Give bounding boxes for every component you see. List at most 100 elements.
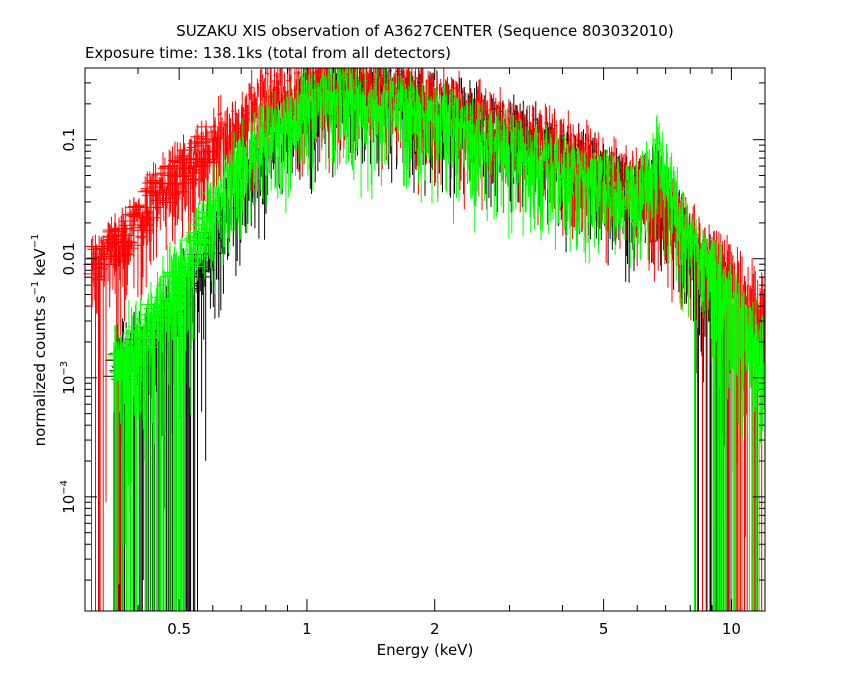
data-point xyxy=(461,93,463,166)
data-point xyxy=(401,79,404,105)
data-point xyxy=(454,97,456,138)
data-point xyxy=(698,258,701,296)
data-point xyxy=(450,119,453,179)
data-point xyxy=(247,164,250,184)
data-point xyxy=(419,103,422,126)
data-point xyxy=(503,125,507,165)
data-point xyxy=(231,104,235,126)
data-point xyxy=(331,91,334,163)
data-point xyxy=(403,69,405,89)
data-point xyxy=(103,216,120,265)
data-point xyxy=(394,83,398,128)
data-point xyxy=(690,245,693,280)
data-point xyxy=(238,172,240,200)
y-label-exp1: −1 xyxy=(30,281,41,296)
data-point xyxy=(122,240,142,256)
data-point xyxy=(541,115,543,141)
data-point xyxy=(463,106,467,139)
data-point xyxy=(340,96,343,123)
data-point xyxy=(584,174,587,263)
data-point xyxy=(409,72,412,162)
data-point xyxy=(508,147,511,199)
data-point xyxy=(267,108,270,134)
data-point xyxy=(454,141,456,156)
data-point xyxy=(735,274,737,375)
data-point xyxy=(438,94,441,154)
data-point xyxy=(424,113,426,181)
data-point xyxy=(397,68,401,94)
data-point xyxy=(573,149,576,168)
data-point xyxy=(433,113,436,141)
data-point xyxy=(490,110,493,162)
data-point xyxy=(659,157,661,178)
data-point xyxy=(323,76,326,116)
data-point xyxy=(523,117,525,180)
data-point xyxy=(608,161,611,181)
data-point xyxy=(246,104,249,162)
data-point xyxy=(670,152,673,240)
data-point xyxy=(681,207,685,312)
data-point xyxy=(687,222,690,318)
data-point xyxy=(601,160,603,175)
data-point xyxy=(594,152,596,196)
plot-data xyxy=(83,67,766,611)
data-point xyxy=(199,131,219,163)
chart-title: SUZAKU XIS observation of A3627CENTER (S… xyxy=(176,22,673,40)
data-point xyxy=(281,68,283,102)
data-point xyxy=(577,173,579,236)
data-point xyxy=(679,209,681,304)
data-point xyxy=(315,81,318,108)
data-point xyxy=(336,89,338,106)
data-point xyxy=(337,69,339,83)
data-point xyxy=(424,85,427,117)
data-point xyxy=(195,120,217,140)
data-point xyxy=(412,106,414,136)
data-point xyxy=(502,106,506,171)
data-point xyxy=(560,153,563,179)
data-point xyxy=(386,68,389,165)
data-point xyxy=(448,94,450,196)
data-point xyxy=(498,120,502,161)
x-tick-label: 10 xyxy=(722,620,741,638)
data-point xyxy=(481,103,484,153)
data-point xyxy=(387,68,391,104)
data-point xyxy=(146,315,158,424)
data-point xyxy=(284,117,287,214)
data-point xyxy=(382,86,385,127)
data-point xyxy=(179,256,198,331)
data-point xyxy=(479,136,482,179)
data-point xyxy=(625,165,628,180)
data-point xyxy=(522,135,524,207)
data-point xyxy=(133,198,145,220)
data-point xyxy=(484,115,487,132)
data-point xyxy=(194,148,215,201)
x-tick-label: 2 xyxy=(430,620,440,638)
data-point xyxy=(135,298,146,413)
data-point xyxy=(572,148,574,196)
data-point xyxy=(266,89,269,176)
data-point xyxy=(671,195,674,234)
data-point xyxy=(258,103,261,180)
data-point xyxy=(378,77,381,161)
data-point xyxy=(483,131,486,201)
data-point xyxy=(392,73,395,121)
data-point xyxy=(493,142,496,220)
data-point xyxy=(257,131,259,168)
data-point xyxy=(652,138,656,190)
data-point xyxy=(466,93,469,185)
data-point xyxy=(555,120,558,137)
data-point xyxy=(390,103,393,147)
plot-frame xyxy=(84,67,766,612)
data-point xyxy=(404,84,407,168)
data-point xyxy=(752,301,754,611)
data-point xyxy=(249,83,252,100)
data-point xyxy=(697,243,700,290)
data-point xyxy=(341,68,344,98)
data-point xyxy=(257,150,260,168)
data-point xyxy=(450,76,453,111)
data-point xyxy=(514,105,518,121)
data-point xyxy=(280,103,283,145)
data-point xyxy=(608,178,610,208)
data-point xyxy=(217,96,221,180)
